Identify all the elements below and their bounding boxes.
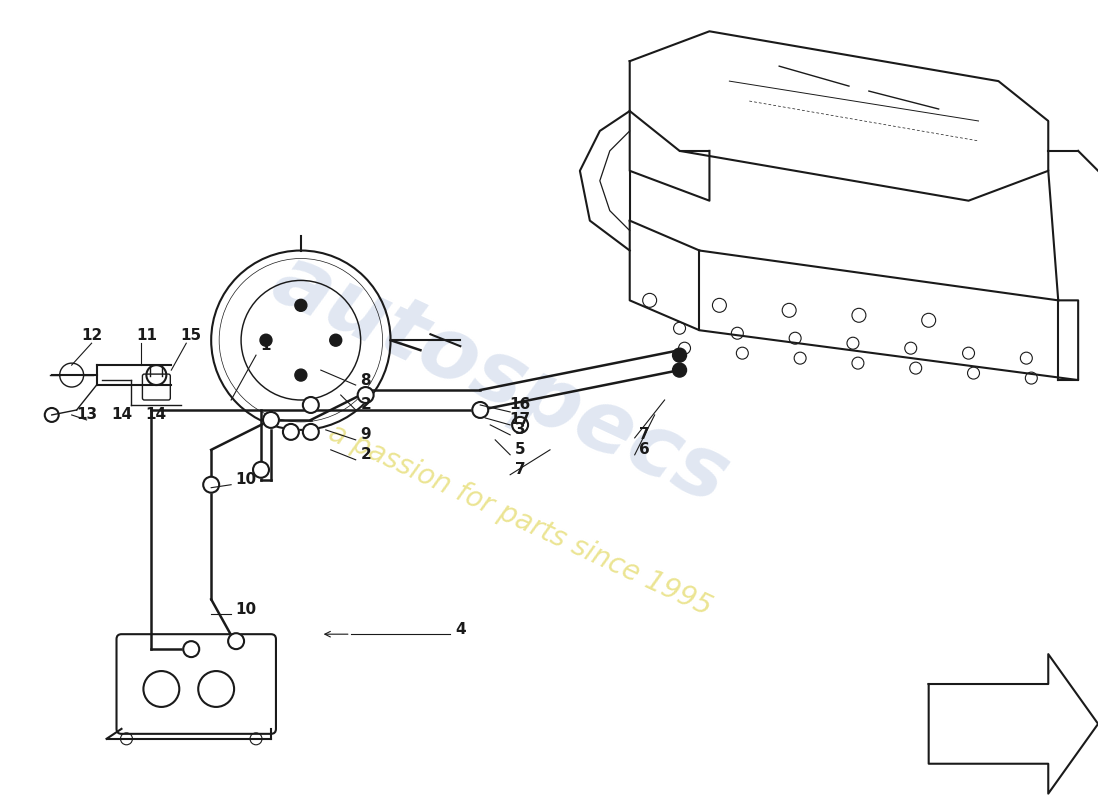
Text: 1: 1: [261, 338, 272, 353]
Circle shape: [302, 397, 319, 413]
Circle shape: [330, 334, 342, 346]
Circle shape: [260, 334, 272, 346]
Circle shape: [513, 417, 528, 433]
Text: 12: 12: [81, 328, 102, 342]
Circle shape: [184, 641, 199, 657]
Text: 9: 9: [361, 427, 371, 442]
Polygon shape: [928, 654, 1098, 794]
Text: 8: 8: [361, 373, 371, 387]
Text: 17: 17: [509, 413, 530, 427]
Circle shape: [295, 299, 307, 311]
Circle shape: [146, 365, 166, 385]
Circle shape: [283, 424, 299, 440]
Text: autospecs: autospecs: [260, 238, 741, 522]
Text: 7: 7: [639, 427, 650, 442]
Text: 15: 15: [180, 328, 201, 342]
Circle shape: [45, 408, 58, 422]
Text: 16: 16: [509, 398, 530, 413]
Text: 2: 2: [361, 447, 371, 462]
Circle shape: [302, 424, 319, 440]
Circle shape: [204, 477, 219, 493]
Text: 6: 6: [639, 442, 650, 458]
Text: 4: 4: [455, 622, 465, 637]
Text: 10: 10: [235, 472, 256, 487]
Circle shape: [295, 369, 307, 381]
Circle shape: [672, 363, 686, 377]
Text: 5: 5: [515, 442, 526, 458]
Circle shape: [253, 462, 270, 478]
Text: 10: 10: [235, 602, 256, 617]
Text: 14: 14: [111, 407, 132, 422]
Text: 2: 2: [361, 398, 371, 413]
Text: 3: 3: [515, 422, 526, 438]
Text: 7: 7: [515, 462, 526, 478]
Circle shape: [358, 387, 374, 403]
Text: 14: 14: [146, 407, 167, 422]
Circle shape: [472, 402, 488, 418]
Circle shape: [672, 348, 686, 362]
Circle shape: [263, 412, 279, 428]
Text: 11: 11: [136, 328, 157, 342]
Text: a passion for parts since 1995: a passion for parts since 1995: [324, 418, 716, 621]
Circle shape: [228, 633, 244, 649]
Text: 13: 13: [76, 407, 97, 422]
